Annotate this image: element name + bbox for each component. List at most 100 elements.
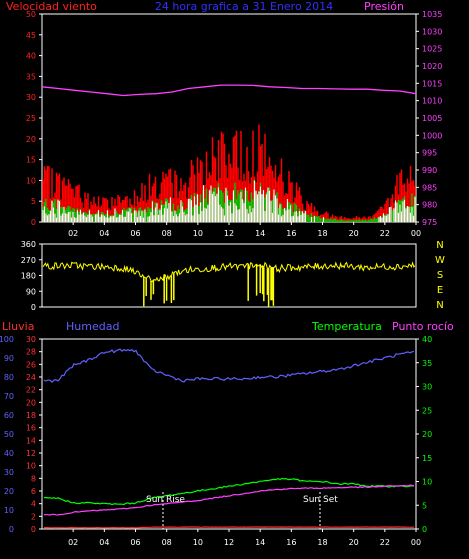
direction-y-tick-label: 180 — [21, 272, 36, 281]
humidity-y-tick-label: 90 — [4, 354, 14, 363]
climate-x-tick-label: 16 — [286, 538, 296, 547]
pressure-y-tick-label: 1010 — [422, 97, 442, 106]
climate-x-tick-label: 12 — [224, 538, 234, 547]
temp-y-tick-label: 5 — [422, 501, 427, 510]
pressure-y-tick-label: 1035 — [422, 10, 442, 19]
wind-y-tick-label: 25 — [26, 114, 36, 123]
wind-y-tick-label: 35 — [26, 72, 36, 81]
wind-y-tick-label: 30 — [26, 93, 36, 102]
rain-y-tick-label: 24 — [26, 373, 36, 382]
wind-x-tick-label: 16 — [286, 229, 296, 238]
pressure-y-tick-label: 1030 — [422, 27, 442, 36]
humidity-y-tick-label: 10 — [4, 506, 14, 515]
rain-y-tick-label: 16 — [26, 424, 36, 433]
rain-y-tick-label: 20 — [26, 398, 36, 407]
wind-x-axis: 02 04 06 08 10 12 14 16 18 20 22 00 — [68, 222, 421, 238]
header-wind-title: Velocidad viento — [6, 0, 97, 13]
wind-x-tick-label: 08 — [162, 229, 172, 238]
rain-y-tick-label: 0 — [31, 525, 36, 534]
climate-x-tick-label: 18 — [317, 538, 327, 547]
pressure-y-tick-label: 985 — [422, 183, 437, 192]
climate-x-tick-label: 08 — [162, 538, 172, 547]
temperature-line — [43, 477, 414, 506]
direction-y-tick-label: 0 — [31, 303, 36, 312]
rain-y-tick-label: 18 — [26, 411, 36, 420]
rain-y-tick-label: 14 — [26, 436, 36, 445]
wind-y-tick-label: 45 — [26, 31, 36, 40]
temp-y-tick-label: 40 — [422, 335, 432, 344]
rain-line — [44, 526, 415, 529]
wind-x-tick-label: 02 — [68, 229, 78, 238]
compass-label: W — [435, 255, 445, 266]
humidity-y-tick-label: 70 — [4, 392, 14, 401]
wind-x-tick-label: 18 — [317, 229, 327, 238]
climate-x-tick-label: 02 — [68, 538, 78, 547]
climate-x-tick-label: 10 — [193, 538, 203, 547]
wind-y-axis-left: 0 5 10 15 20 25 30 35 40 45 50 — [26, 10, 36, 227]
rain-y-tick-label: 22 — [26, 386, 36, 395]
wind-x-tick-label: 10 — [193, 229, 203, 238]
pressure-y-tick-label: 980 — [422, 201, 437, 210]
humidity-y-tick-label: 80 — [4, 373, 14, 382]
header-pressure-title: Presión — [364, 0, 404, 13]
rain-y-tick-label: 2 — [31, 512, 36, 521]
wind-y-tick-label: 5 — [31, 197, 36, 206]
wind-x-tick-label: 20 — [349, 229, 359, 238]
humidity-label: Humedad — [66, 320, 119, 333]
header-main-title: 24 hora grafica a 31 Enero 2014 — [155, 0, 333, 13]
pressure-y-tick-label: 1000 — [422, 131, 442, 140]
pressure-y-tick-label: 1015 — [422, 79, 442, 88]
temp-y-tick-label: 30 — [422, 383, 432, 392]
climate-panel-frame — [41, 338, 417, 530]
humidity-y-tick-label: 30 — [4, 468, 14, 477]
climate-y-axes: 0102030405060708090100024681012141618202… — [0, 335, 432, 534]
humidity-y-tick-label: 60 — [4, 411, 14, 420]
rain-y-tick-label: 26 — [26, 360, 36, 369]
compass-label: S — [437, 270, 443, 281]
temp-y-tick-label: 20 — [422, 430, 432, 439]
wind-y-tick-label: 20 — [26, 135, 36, 144]
humidity-y-tick-label: 100 — [0, 335, 14, 344]
direction-panel-grid — [39, 243, 42, 308]
rain-y-tick-label: 28 — [26, 348, 36, 357]
climate-panel-grid — [39, 338, 419, 530]
temp-y-tick-label: 0 — [422, 525, 427, 534]
rain-label: Lluvia — [2, 320, 34, 333]
pressure-y-axis-right: 975 980 985 990 995 1000 1005 1010 1015 1020 1025 1… — [422, 10, 442, 227]
pressure-y-tick-label: 995 — [422, 149, 437, 158]
humidity-y-tick-label: 50 — [4, 430, 14, 439]
compass-label: N — [436, 240, 443, 251]
rain-y-tick-label: 4 — [31, 500, 36, 509]
temp-y-tick-label: 15 — [422, 454, 432, 463]
wind-y-tick-label: 40 — [26, 52, 36, 61]
rain-y-tick-label: 12 — [26, 449, 36, 458]
humidity-line — [43, 348, 415, 384]
wind-x-tick-label: 12 — [224, 229, 234, 238]
temp-y-tick-label: 10 — [422, 478, 432, 487]
wind-x-tick-label: 14 — [255, 229, 265, 238]
sun-rise-label: Sun Rise — [146, 495, 185, 505]
wind-x-tick-label: 04 — [99, 229, 109, 238]
direction-panel-frame — [41, 243, 417, 308]
direction-y-axis: 0 90 180 270 360 — [21, 240, 36, 312]
wind-x-tick-label: 06 — [130, 229, 140, 238]
climate-x-axis: 02 04 06 08 10 12 14 16 18 20 22 00 — [68, 529, 421, 547]
wind-x-tick-label: 22 — [380, 229, 390, 238]
wind-series — [41, 84, 417, 222]
wind-y-tick-label: 50 — [26, 10, 36, 19]
direction-series — [42, 261, 416, 307]
wind-y-tick-label: 15 — [26, 156, 36, 165]
rain-y-tick-label: 10 — [26, 462, 36, 471]
rain-y-tick-label: 8 — [31, 474, 36, 483]
temperature-label: Temperatura — [311, 320, 382, 333]
rain-y-tick-label: 30 — [26, 335, 36, 344]
pressure-y-tick-label: 1025 — [422, 45, 442, 54]
temp-y-tick-label: 25 — [422, 406, 432, 415]
wind-x-tick-label: 00 — [411, 229, 421, 238]
wind-y-tick-label: 0 — [31, 218, 36, 227]
rain-y-tick-label: 6 — [31, 487, 36, 496]
direction-line — [42, 261, 416, 283]
